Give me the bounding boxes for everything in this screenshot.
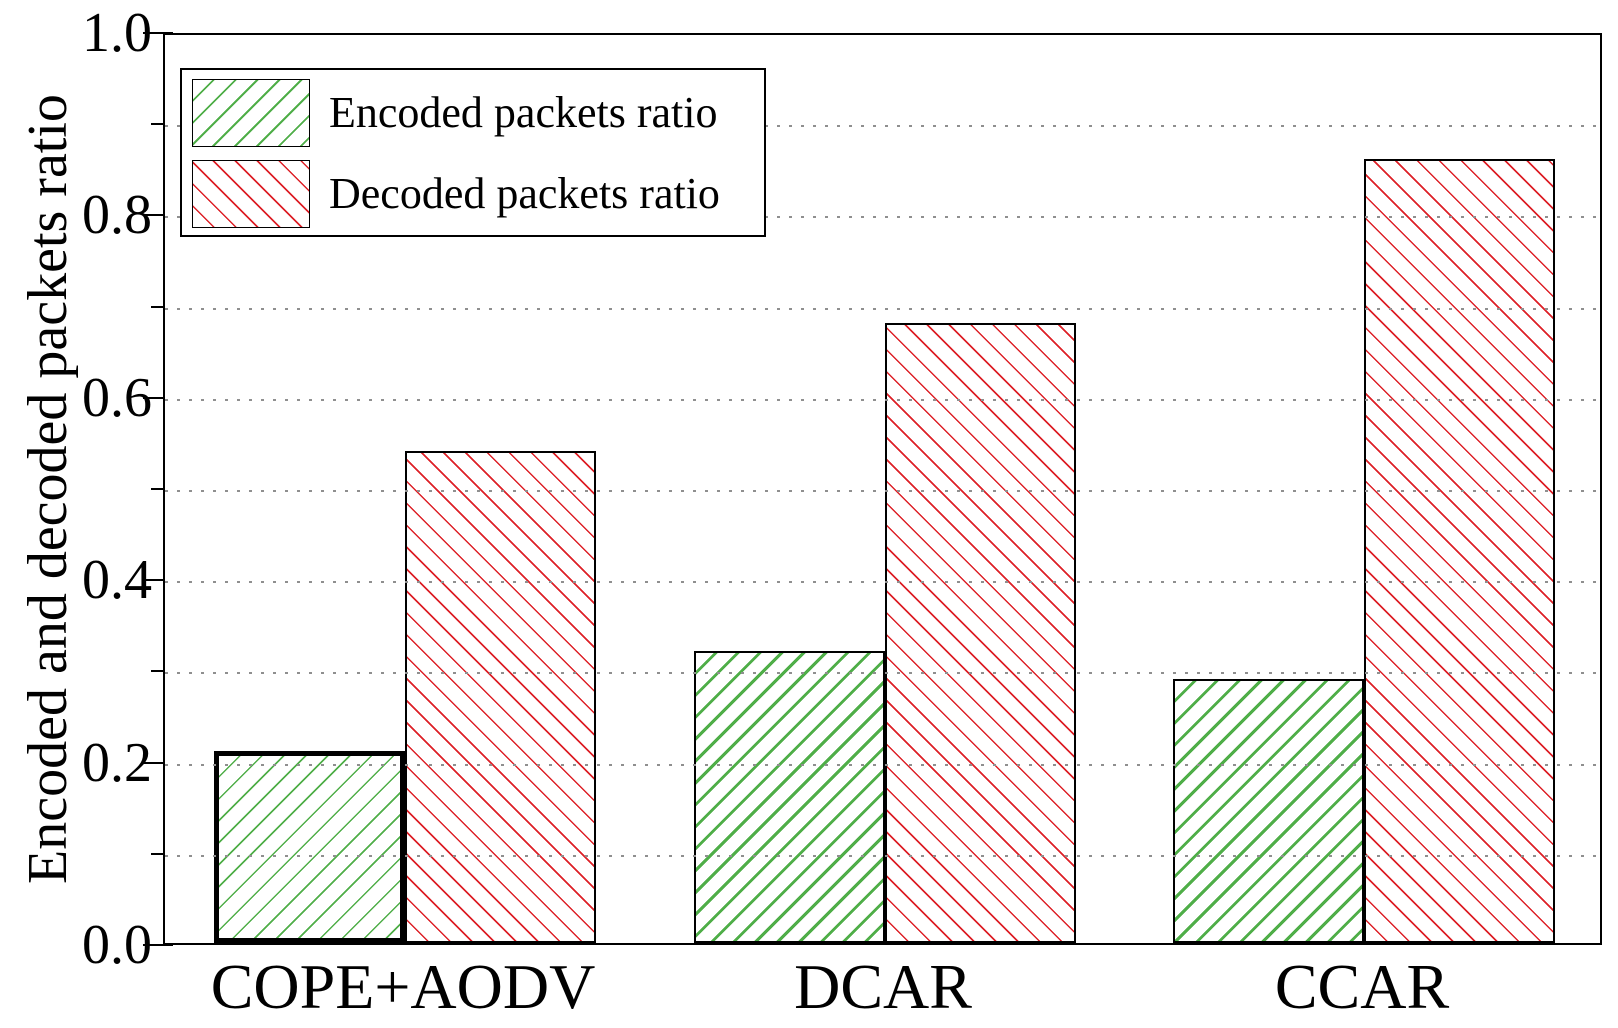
x-tick-label-cope-aodv: COPE+AODV — [210, 951, 596, 1022]
y-tick-label: 0.4 — [82, 549, 152, 611]
legend: Encoded packets ratio Decoded packets rat… — [180, 68, 766, 237]
bar-encoded-cope-aodv — [214, 751, 405, 943]
y-major-tick — [143, 762, 173, 764]
y-major-tick — [143, 397, 173, 399]
y-tick-label: 0.6 — [82, 367, 152, 429]
y-tick-label: 0.8 — [82, 184, 152, 246]
bar-decoded-cope-aodv — [405, 451, 596, 943]
y-minor-tick — [151, 853, 173, 855]
y-tick-label: 0.0 — [82, 914, 152, 976]
plot-area: Encoded packets ratio Decoded packets rat… — [163, 33, 1604, 945]
x-tick-label-dcar: DCAR — [794, 951, 972, 1022]
legend-label-decoded: Decoded packets ratio — [329, 169, 720, 218]
y-minor-tick — [151, 488, 173, 490]
y-minor-tick — [151, 670, 173, 672]
y-tick-label: 0.2 — [82, 732, 152, 794]
y-axis-title: Encoded and decoded packets ratio — [17, 94, 79, 884]
y-major-tick — [143, 32, 173, 34]
bar-encoded-ccar — [1173, 679, 1364, 943]
x-tick-label-ccar: CCAR — [1274, 951, 1450, 1022]
y-minor-tick — [151, 123, 173, 125]
y-major-tick — [143, 944, 173, 946]
legend-swatch-decoded — [192, 160, 310, 228]
legend-swatch-encoded — [192, 79, 310, 147]
y-major-tick — [143, 214, 173, 216]
bar-encoded-dcar — [694, 651, 885, 943]
bar-decoded-dcar — [885, 323, 1076, 943]
bar-decoded-ccar — [1364, 159, 1555, 943]
y-minor-tick — [151, 306, 173, 308]
y-major-tick — [143, 579, 173, 581]
legend-label-encoded: Encoded packets ratio — [329, 88, 718, 137]
y-tick-label: 1.0 — [82, 2, 152, 64]
